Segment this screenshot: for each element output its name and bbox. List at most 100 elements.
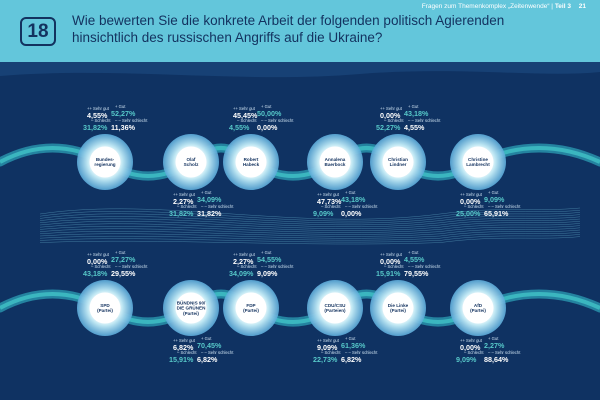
value-sehr-schlecht: 11,36% bbox=[111, 123, 136, 132]
rating-circle-core bbox=[462, 146, 494, 178]
circle-name-label: Bundes- bbox=[96, 157, 115, 162]
label-sehr-schlecht: – – Sehr schlecht bbox=[115, 264, 148, 269]
label-sehr-schlecht: – – Sehr schlecht bbox=[488, 350, 521, 355]
label-schlecht: – Schlecht bbox=[464, 204, 484, 209]
middle-strand bbox=[39, 231, 581, 241]
value-gut: 43,18% bbox=[404, 109, 429, 118]
value-sehr-schlecht: 4,55% bbox=[404, 123, 425, 132]
top-bar: Fragen zum Themenkomplex „Zeitenwende“ |… bbox=[422, 3, 586, 10]
value-sehr-gut: 4,55% bbox=[87, 111, 108, 120]
value-sehr-schlecht: 9,09% bbox=[257, 269, 278, 278]
value-gut: 34,09% bbox=[197, 195, 222, 204]
middle-strand bbox=[39, 212, 581, 224]
label-sehr-gut: ++ Sehr gut bbox=[380, 252, 403, 257]
value-sehr-gut: 45,45% bbox=[233, 111, 258, 120]
label-sehr-schlecht: – – Sehr schlecht bbox=[345, 204, 378, 209]
label-sehr-gut: ++ Sehr gut bbox=[173, 338, 196, 343]
label-gut: + Gut bbox=[488, 190, 499, 195]
rating-circle-core bbox=[462, 292, 494, 324]
value-gut: 52,27% bbox=[111, 109, 136, 118]
label-schlecht: – Schlecht bbox=[177, 204, 197, 209]
value-schlecht: 43,18% bbox=[83, 269, 108, 278]
label-sehr-gut: ++ Sehr gut bbox=[317, 192, 340, 197]
value-sehr-schlecht: 0,00% bbox=[341, 209, 362, 218]
label-schlecht: – Schlecht bbox=[237, 264, 257, 269]
label-schlecht: – Schlecht bbox=[237, 118, 257, 123]
label-sehr-schlecht: – – Sehr schlecht bbox=[488, 204, 521, 209]
value-schlecht: 4,55% bbox=[229, 123, 250, 132]
middle-strand bbox=[39, 216, 581, 228]
label-schlecht: – Schlecht bbox=[91, 264, 111, 269]
circle-name-label: regierung bbox=[94, 162, 115, 167]
label-gut: + Gut bbox=[408, 104, 419, 109]
label-sehr-gut: ++ Sehr gut bbox=[233, 252, 256, 257]
value-schlecht: 9,09% bbox=[456, 355, 477, 364]
rating-circle-core bbox=[175, 146, 207, 178]
top-wave bbox=[0, 62, 600, 78]
part-label: Teil 3 bbox=[554, 3, 571, 10]
circle-name-label: (Partei) bbox=[243, 308, 259, 313]
label-sehr-gut: ++ Sehr gut bbox=[87, 252, 110, 257]
circle-name-label: Lindner bbox=[390, 162, 407, 167]
value-schlecht: 9,09% bbox=[313, 209, 334, 218]
circle-name-label: (Partei) bbox=[183, 311, 199, 316]
value-gut: 4,55% bbox=[404, 255, 425, 264]
rating-circle-core bbox=[319, 146, 351, 178]
label-sehr-gut: ++ Sehr gut bbox=[173, 192, 196, 197]
value-gut: 27,27% bbox=[111, 255, 136, 264]
rating-circle-core bbox=[319, 292, 351, 324]
value-gut: 70,45% bbox=[197, 341, 222, 350]
value-sehr-gut: 47,73% bbox=[317, 197, 342, 206]
value-schlecht: 34,09% bbox=[229, 269, 254, 278]
label-schlecht: – Schlecht bbox=[384, 118, 404, 123]
value-schlecht: 25,00% bbox=[456, 209, 481, 218]
value-sehr-gut: 6,82% bbox=[173, 343, 194, 352]
value-gut: 50,00% bbox=[257, 109, 282, 118]
circle-name-label: Annalena bbox=[325, 157, 346, 162]
value-sehr-schlecht: 0,00% bbox=[257, 123, 278, 132]
value-schlecht: 15,91% bbox=[169, 355, 194, 364]
label-sehr-schlecht: – – Sehr schlecht bbox=[115, 118, 148, 123]
circle-name-label: (Partei) bbox=[470, 308, 486, 313]
rating-circle-core bbox=[235, 146, 267, 178]
value-sehr-gut: 0,00% bbox=[380, 257, 401, 266]
label-gut: + Gut bbox=[488, 336, 499, 341]
label-gut: + Gut bbox=[408, 250, 419, 255]
circle-name-label: Christian bbox=[388, 157, 408, 162]
value-gut: 54,55% bbox=[257, 255, 282, 264]
value-sehr-schlecht: 31,82% bbox=[197, 209, 222, 218]
circle-name-label: Robert bbox=[244, 157, 259, 162]
value-sehr-schlecht: 65,91% bbox=[484, 209, 509, 218]
value-sehr-schlecht: 79,55% bbox=[404, 269, 429, 278]
value-schlecht: 31,82% bbox=[83, 123, 108, 132]
label-sehr-gut: ++ Sehr gut bbox=[317, 338, 340, 343]
page-number: 21 bbox=[578, 3, 586, 10]
circle-name-label: SPD bbox=[100, 303, 110, 308]
label-gut: + Gut bbox=[261, 104, 272, 109]
circle-name-label: Christine bbox=[468, 157, 488, 162]
label-gut: + Gut bbox=[345, 336, 356, 341]
label-sehr-gut: ++ Sehr gut bbox=[87, 106, 110, 111]
circle-name-label: (Partei) bbox=[97, 308, 113, 313]
label-gut: + Gut bbox=[345, 190, 356, 195]
middle-strand bbox=[39, 209, 581, 222]
middle-strand bbox=[39, 207, 581, 220]
middle-strand bbox=[39, 227, 581, 237]
label-gut: + Gut bbox=[261, 250, 272, 255]
value-sehr-gut: 0,00% bbox=[460, 343, 481, 352]
circle-name-label: Scholz bbox=[184, 162, 200, 167]
middle-strand bbox=[39, 223, 581, 233]
circle-name-label: Olaf bbox=[187, 157, 196, 162]
value-schlecht: 52,27% bbox=[376, 123, 401, 132]
